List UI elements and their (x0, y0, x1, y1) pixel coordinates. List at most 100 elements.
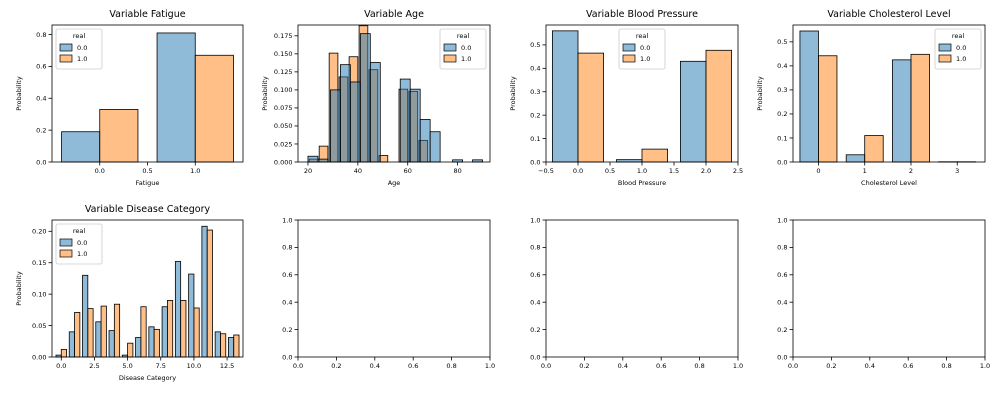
x-axis-label: Age (388, 179, 401, 187)
x-tick-label: 0.8 (446, 362, 456, 370)
subplot-1: 0.0 0.5 1.0 0.0 0.2 0.4 0.6 0.8 Variable Fatigue… (15, 9, 244, 187)
bar-series-1.0-2 (705, 49, 733, 163)
bar-series-0.0-1 (156, 32, 196, 163)
bar-series-0.0-9 (419, 119, 431, 163)
bar-series-1.0-1 (194, 54, 234, 163)
subplot-title: Variable Blood Pressure (586, 9, 698, 20)
legend-label-1.0: 1.0 (77, 55, 87, 63)
x-tick-label: 0.6 (408, 362, 418, 370)
bar-series-1.0-2 (87, 308, 94, 358)
legend-swatch-0.0 (443, 43, 457, 52)
bar-series-1.0-13 (233, 334, 240, 358)
y-tick-label: 0.175 (274, 32, 293, 40)
y-tick-label: 0.4 (530, 299, 540, 307)
x-tick-label: 0.4 (618, 362, 628, 370)
x-tick-label: 0.5 (142, 167, 152, 175)
legend-swatch-1.0 (622, 54, 636, 63)
x-tick-label: −0.5 (538, 167, 554, 175)
y-tick-label: 0.3 (530, 88, 540, 96)
axes-frame (297, 24, 491, 163)
bar-series-1.0-0 (577, 52, 605, 163)
subplot-title: Variable Fatigue (109, 9, 185, 20)
y-tick-label: 0.0 (530, 158, 540, 166)
bar-series-0.0-10 (188, 273, 195, 358)
bar-series-1.0-7 (153, 328, 160, 358)
y-tick-label: 0.150 (274, 50, 293, 58)
bar-series-1.0-2 (910, 53, 930, 163)
x-tick-label: 0.4 (865, 362, 875, 370)
bar-series-0.0-0 (61, 131, 101, 163)
x-tick-label: 0.8 (941, 362, 951, 370)
y-axis-label: Probability (15, 76, 23, 111)
y-tick-label: 0.1 (530, 135, 540, 143)
bar-series-1.0-4 (113, 303, 121, 358)
y-tick-label: 0.025 (274, 140, 293, 148)
legend-label-0.0: 0.0 (77, 44, 87, 52)
bar-series-0.0-3 (339, 64, 351, 163)
legend-title: real (457, 32, 470, 40)
bar-series-0.0-4 (108, 330, 115, 358)
y-tick-label: 0.4 (282, 299, 292, 307)
subplot-8: 0.0 0.2 0.4 0.6 0.8 1.0 0.0 0.2 0.4 0.6 0.8 1.0 (777, 216, 990, 370)
y-tick-label: 0.5 (530, 41, 540, 49)
legend-swatch-0.0 (622, 43, 636, 52)
axes-frame (545, 219, 739, 358)
y-tick-label: 0.15 (32, 259, 46, 267)
bar-series-1.0-9 (180, 300, 187, 358)
bar-series-0.0-7 (399, 78, 411, 163)
subplot-5: 0.0 2.5 5.0 7.5 10.0 12.5 0.00 0.05 0.10 0.15 0.20… (15, 204, 244, 382)
legend: real 0.0 1.0 (55, 223, 103, 265)
bar-series-0.0-2 (82, 274, 89, 358)
x-axis-label: Cholesterol Level (861, 179, 917, 187)
y-tick-label: 0.0 (777, 158, 787, 166)
y-tick-label: 0.2 (282, 326, 292, 334)
y-tick-label: 1.0 (530, 216, 540, 224)
bar-series-1.0-11 (206, 229, 213, 358)
bar-series-0.0-4 (349, 81, 361, 163)
bar-series-1.0-3 (100, 305, 107, 358)
subplot-title: Variable Disease Category (85, 204, 211, 215)
y-tick-label: 0.3 (777, 86, 787, 94)
subplot-title: Variable Cholesterol Level (827, 9, 950, 20)
y-tick-label: 0.2 (36, 126, 46, 134)
x-tick-label: 2 (909, 167, 913, 175)
axes-frame (51, 219, 244, 358)
bar-series-0.0-12 (214, 331, 221, 358)
x-tick-label: 2.5 (733, 167, 743, 175)
y-axis-label: Probability (15, 271, 23, 306)
y-tick-label: 0.6 (36, 63, 46, 71)
x-tick-label: 0.0 (573, 167, 583, 175)
axes-frame (297, 219, 491, 358)
bar-series-0.0-13 (228, 337, 235, 358)
x-tick-label: 0.0 (788, 362, 798, 370)
y-tick-label: 0.20 (32, 228, 46, 236)
bar-series-1.0-8 (166, 300, 174, 358)
bar-series-1.0-5 (127, 342, 134, 358)
x-tick-label: 0.0 (541, 362, 551, 370)
bar-series-0.0-2 (330, 89, 341, 163)
bar-series-1.0-12 (220, 333, 227, 358)
x-tick-label: 0.2 (826, 362, 836, 370)
legend-swatch-1.0 (443, 54, 457, 63)
y-tick-label: 0.8 (36, 31, 46, 39)
y-tick-label: 0.4 (777, 299, 787, 307)
y-tick-label: 1.0 (777, 216, 787, 224)
legend-swatch-1.0 (59, 54, 73, 63)
y-tick-label: 0.4 (777, 62, 787, 70)
bar-series-0.0-8 (161, 306, 168, 358)
y-tick-label: 1.0 (282, 216, 292, 224)
x-tick-label: 0.2 (331, 362, 341, 370)
subplot-7: 0.0 0.2 0.4 0.6 0.8 1.0 0.0 0.2 0.4 0.6 0.8 1.0 (530, 216, 743, 370)
x-axis-label: Blood Pressure (618, 179, 666, 187)
y-tick-label: 0.2 (530, 326, 540, 334)
x-tick-label: 1.5 (669, 167, 679, 175)
legend-label-0.0: 0.0 (77, 239, 87, 247)
x-tick-label: 0.0 (95, 167, 105, 175)
y-tick-label: 0.050 (274, 122, 293, 130)
y-tick-label: 0.0 (777, 353, 787, 361)
y-tick-label: 0.100 (274, 86, 293, 94)
x-axis-label: Disease Category (119, 374, 176, 382)
axes-frame (792, 24, 986, 163)
x-tick-label: 7.5 (156, 362, 166, 370)
